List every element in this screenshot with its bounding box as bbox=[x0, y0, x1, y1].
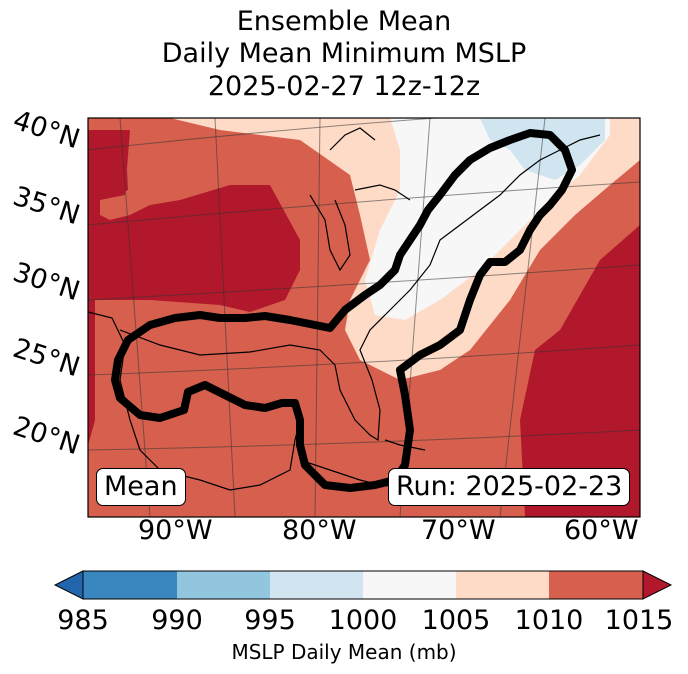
colorbar-band-995 bbox=[270, 571, 363, 599]
mean-label-box: Mean bbox=[96, 468, 186, 506]
colorbar-tick-1010: 1010 bbox=[514, 605, 584, 636]
colorbar-tick-1005: 1005 bbox=[421, 605, 491, 636]
colorbar-band-1005 bbox=[456, 571, 549, 599]
colorbar-tick-1015: 1015 bbox=[604, 605, 674, 636]
lon-label-70w: 70°W bbox=[421, 515, 496, 546]
lon-label-90w: 90°W bbox=[138, 515, 213, 546]
colorbar-title: MSLP Daily Mean (mb) bbox=[231, 640, 457, 664]
colorbar-band-985 bbox=[83, 571, 177, 599]
highlight-contour bbox=[111, 129, 576, 492]
colorbar-extend-high bbox=[642, 570, 673, 600]
colorbar-extend-low bbox=[53, 570, 84, 600]
colorbar-tick-990: 990 bbox=[151, 605, 203, 636]
map-frame bbox=[87, 117, 641, 518]
title-line-2: Daily Mean Minimum MSLP bbox=[161, 38, 527, 69]
colorbar-tick-985: 985 bbox=[57, 605, 109, 636]
colorbar-tick-1000: 1000 bbox=[328, 605, 398, 636]
title-line-1: Ensemble Mean bbox=[236, 6, 452, 37]
run-date-label-box: Run: 2025-02-23 bbox=[388, 468, 631, 506]
mslp-field bbox=[88, 118, 640, 517]
colorbar bbox=[53, 570, 673, 600]
title-line-3: 2025-02-27 12z-12z bbox=[207, 71, 481, 102]
colorbar-tick-995: 995 bbox=[244, 605, 296, 636]
colorbar-band-990 bbox=[177, 571, 270, 599]
lon-label-80w: 80°W bbox=[282, 515, 357, 546]
lon-label-60w: 60°W bbox=[564, 515, 639, 546]
colorbar-band-1010 bbox=[549, 571, 643, 599]
mslp-band-ge-1015-left bbox=[88, 130, 128, 445]
colorbar-band-1000 bbox=[363, 571, 456, 599]
